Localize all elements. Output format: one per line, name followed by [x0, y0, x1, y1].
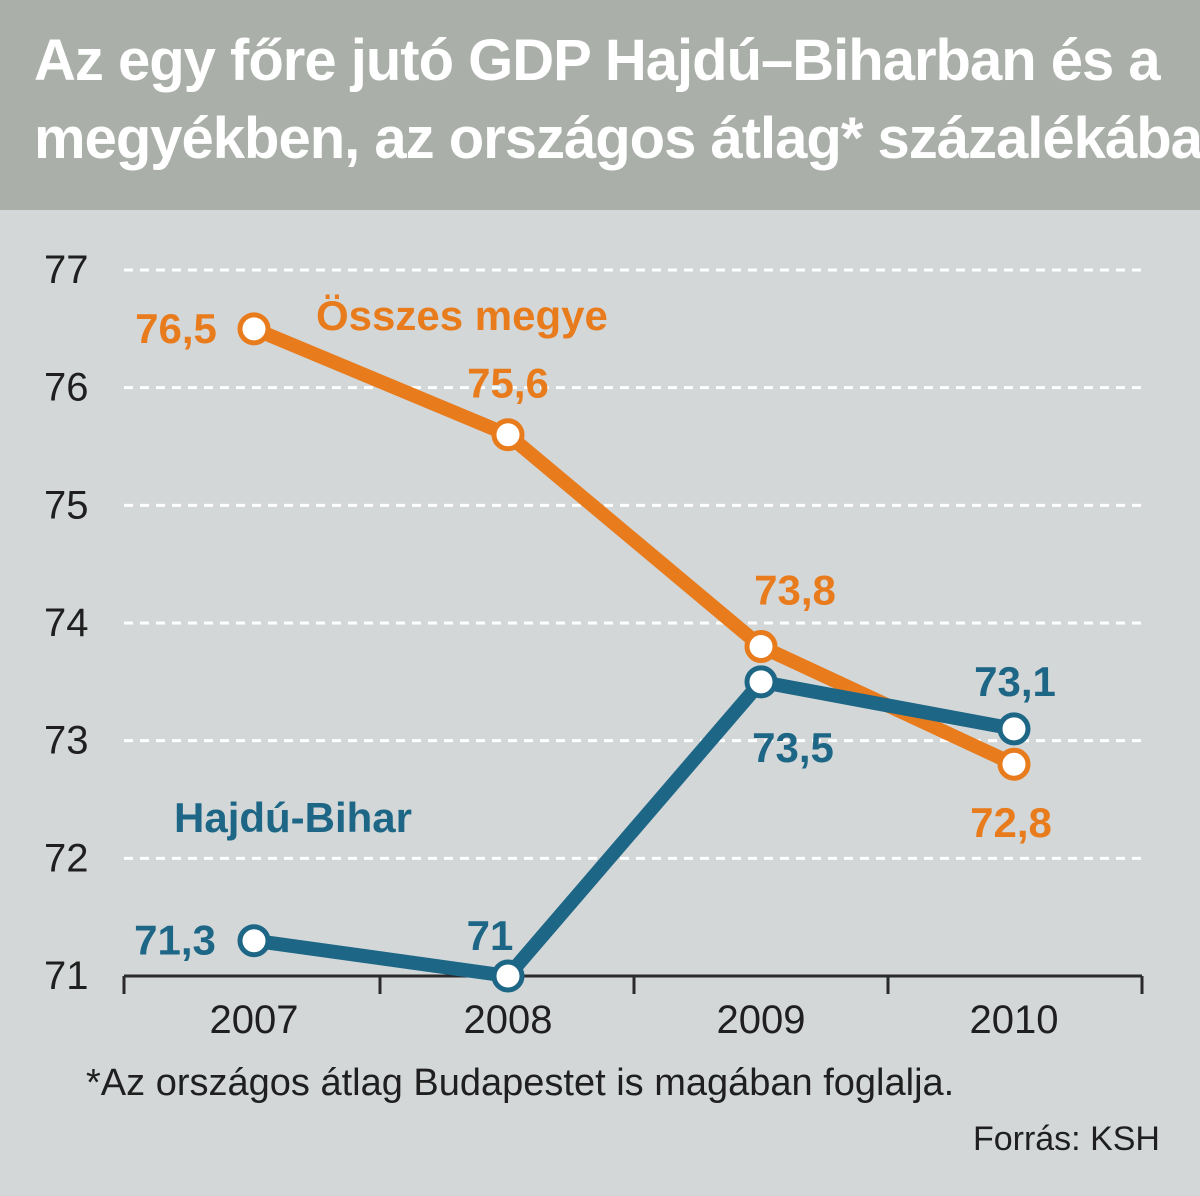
series-name-label: Összes megye: [316, 292, 608, 339]
data-point: [997, 712, 1031, 746]
series-points: [237, 312, 1031, 993]
data-label: 73,1: [974, 658, 1056, 705]
chart-title: Az egy főre jutó GDP Hajdú–Biharban és a…: [34, 22, 1200, 178]
series-name-label: Hajdú-Bihar: [174, 794, 412, 841]
series-lines: [247, 321, 1021, 983]
series-line: [247, 321, 1021, 772]
source-note: Forrás: KSH: [972, 1120, 1160, 1158]
y-tick-label: 73: [44, 719, 89, 763]
data-label: 73,8: [754, 567, 836, 614]
data-label: 76,5: [135, 305, 217, 352]
y-tick-label: 76: [44, 366, 89, 410]
footnote: *Az országos átlag Budapestet is magában…: [86, 1062, 955, 1104]
data-labels: 76,5 75,6 73,8 72,8 71,3 71 73,5 73,1: [134, 305, 1056, 964]
x-tick-label: 2009: [717, 998, 806, 1042]
y-axis: 77 76 75 74 73 72 71: [44, 248, 89, 998]
data-point: [237, 312, 271, 346]
y-tick-label: 77: [44, 248, 89, 292]
x-tick-label: 2008: [464, 998, 553, 1042]
y-tick-label: 75: [44, 483, 89, 527]
chart-title-line-1: Az egy főre jutó GDP Hajdú–Biharban és a: [34, 28, 1161, 93]
y-tick-label: 71: [44, 954, 89, 998]
data-label: 75,6: [467, 360, 549, 407]
data-label: 73,5: [752, 724, 834, 771]
data-point: [491, 959, 525, 993]
data-point: [491, 418, 525, 452]
data-point: [237, 924, 271, 958]
chart-title-line-2: megyékben, az országos átlag* százalékáb…: [34, 106, 1200, 171]
y-tick-label: 74: [44, 601, 89, 645]
y-tick-label: 72: [44, 836, 89, 880]
data-label: 71: [467, 912, 514, 959]
data-point: [744, 630, 778, 664]
series-line: [247, 674, 1021, 983]
x-tick-label: 2007: [210, 998, 299, 1042]
data-point: [744, 665, 778, 699]
series-names: Összes megye Hajdú-Bihar: [174, 292, 608, 841]
line-chart: 77 76 75 74 73 72 71 2007 2008 2009 2010 76,5 75,6…: [44, 248, 1144, 1042]
grid-lines: [124, 268, 1142, 860]
data-label: 71,3: [134, 917, 216, 964]
title-band: [0, 0, 1200, 210]
x-tick-label: 2010: [970, 998, 1059, 1042]
data-label: 72,8: [970, 799, 1052, 846]
x-axis: 2007 2008 2009 2010: [122, 974, 1144, 1042]
data-point: [997, 747, 1031, 781]
